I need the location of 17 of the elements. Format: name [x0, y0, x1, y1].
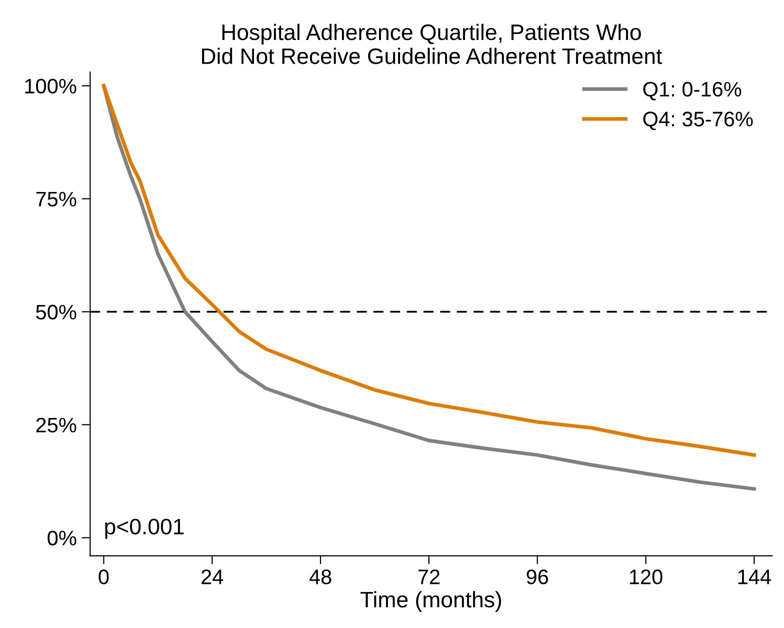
x-tick-label: 96: [526, 570, 548, 584]
chart-title: Hospital Adherence Quartile, Patients Who Did Not Receive Guideline Adherent Treatment: [202, 24, 662, 64]
x-tick-label: 120: [630, 570, 662, 584]
x-tick-label: 24: [202, 570, 224, 584]
annotation: p<0.001: [105, 518, 184, 539]
y-tick-label: 50%: [36, 304, 76, 320]
x-tick-label: 48: [309, 570, 332, 584]
x-tick-label: 72: [418, 570, 440, 584]
x-tick-label: 0: [98, 570, 109, 584]
legend-label: Q1: 0-16%: [643, 82, 742, 100]
y-tick-label: 100%: [25, 78, 76, 94]
x-tick-label: 144: [738, 570, 771, 584]
x-axis-title: Time (months): [360, 591, 502, 612]
y-tick-label: 75%: [36, 192, 76, 207]
legend-label: Q4: 35-76%: [643, 112, 753, 130]
y-tick-label: 25%: [36, 418, 76, 432]
y-tick-label: 0%: [48, 530, 76, 546]
